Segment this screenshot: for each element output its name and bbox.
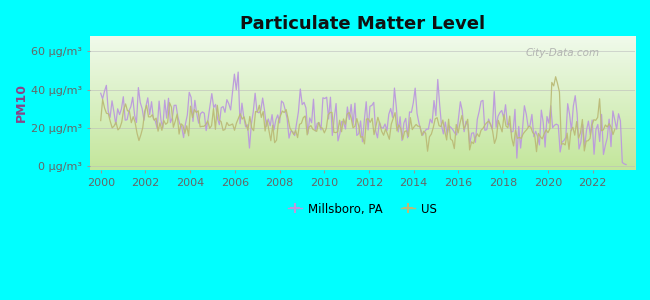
- Y-axis label: PM10: PM10: [15, 83, 28, 122]
- Text: City-Data.com: City-Data.com: [526, 48, 600, 59]
- Title: Particulate Matter Level: Particulate Matter Level: [240, 15, 485, 33]
- Legend: Millsboro, PA, US: Millsboro, PA, US: [283, 198, 441, 220]
